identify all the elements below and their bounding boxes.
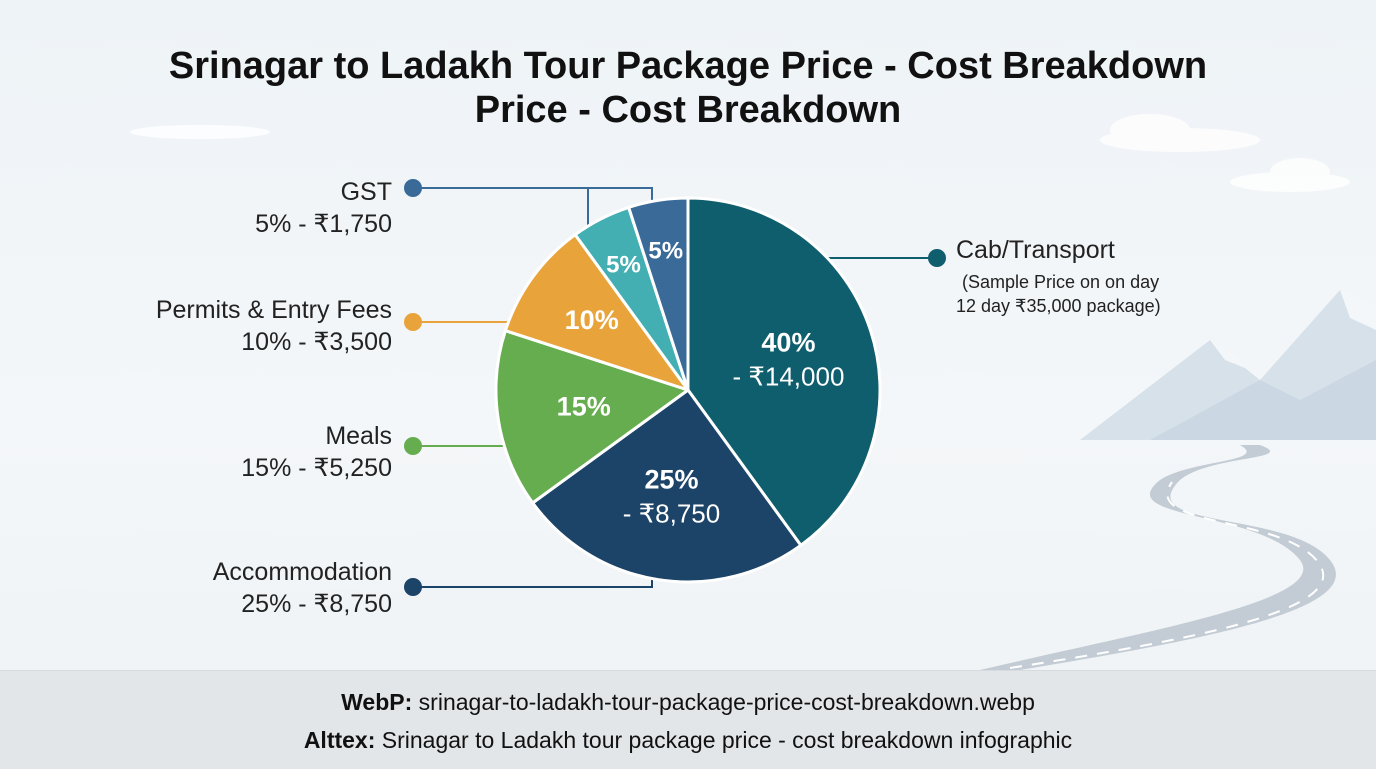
slice-label-meals: 15% [557, 392, 611, 422]
legend-meals-value: 15% - ₹5,250 [241, 454, 392, 482]
slice-label-permits: 10% [565, 305, 619, 335]
legend-gst-value: 5% - ₹1,750 [255, 210, 392, 238]
leader-line-gst [413, 187, 653, 204]
legend-accommodation-name: Accommodation [212, 558, 392, 586]
slice-label-cab-transport: 40% [761, 327, 815, 357]
pie-slice-meals [494, 329, 690, 505]
legend-meals: Meals 15% - ₹5,250 [32, 420, 392, 484]
background-scenery [130, 114, 1376, 670]
chart-title: Srinagar to Ladakh Tour Package Price - … [168, 45, 1208, 87]
pie-chart: 40% - ₹14,000 25% - ₹8,750 15% 10% 5% 5% [404, 179, 946, 596]
pie-slice-accommodation [531, 388, 803, 584]
footer-webp: WebP: srinagar-to-ladakh-tour-package-pr… [0, 689, 1376, 716]
legend-accommodation: Accommodation 25% - ₹8,750 [32, 556, 392, 620]
leader-line-accommodation [413, 578, 653, 588]
leader-dot-permits [404, 313, 422, 331]
slice-label-unlabeled: 5% [606, 251, 641, 278]
legend-gst-name: GST [340, 178, 392, 206]
mountain-decoration [1080, 290, 1376, 440]
legend-cab-transport: Cab/Transport [956, 236, 1115, 264]
legend-permits-name: Permits & Entry Fees [155, 296, 392, 324]
pie-slice-gst [627, 196, 690, 392]
footer-alt-value: Srinagar to Ladakh tour package price - … [381, 727, 1073, 753]
slice-amount-cab-transport: - ₹14,000 [732, 361, 844, 391]
legend-permits-value: 10% - ₹3,500 [241, 328, 392, 356]
pie-slice-permits [503, 233, 690, 392]
footer: WebP: srinagar-to-ladakh-tour-package-pr… [0, 670, 1376, 769]
slice-label-accommodation: 25% [644, 464, 698, 494]
legend-accommodation-value: 25% - ₹8,750 [241, 590, 392, 618]
chart-subtitle: Price - Cost Breakdown [474, 89, 902, 131]
annotation-line1: (Sample Price on on day [962, 272, 1160, 292]
legend-permits: Permits & Entry Fees 10% - ₹3,500 [32, 294, 392, 358]
leader-dot-cab-transport [928, 249, 946, 267]
annotation-line2: 12 day ₹35,000 package) [956, 296, 1161, 316]
slice-label-gst: 5% [648, 238, 683, 265]
cloud-decoration [130, 114, 1350, 192]
leader-dot-gst [404, 179, 422, 197]
footer-alt-label: Alttex: [303, 727, 376, 753]
leader-dot-accommodation [404, 578, 422, 596]
legend-meals-name: Meals [325, 422, 392, 450]
footer-webp-value: srinagar-to-ladakh-tour-package-price-co… [418, 689, 1035, 715]
pie-slice-cab-transport [686, 196, 882, 547]
legend-gst: GST 5% - ₹1,750 [32, 176, 392, 240]
leader-dot-meals [404, 437, 422, 455]
road-decoration [980, 445, 1336, 670]
footer-webp-label: WebP: [341, 689, 413, 715]
slice-amount-accommodation: - ₹8,750 [623, 498, 721, 528]
footer-alt: Alttex: Srinagar to Ladakh tour package … [0, 727, 1376, 754]
